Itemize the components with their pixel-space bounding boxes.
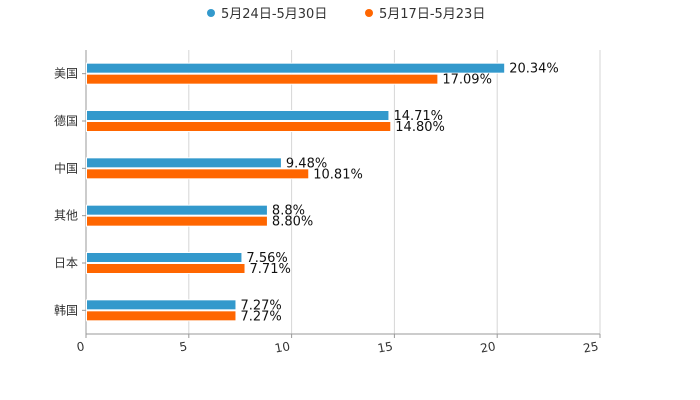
- bar-series-2: [86, 263, 246, 274]
- axes: 0 5 10 15 20 25: [76, 50, 601, 356]
- data-label-series-2: 10.81%: [313, 167, 363, 182]
- legend-marker-series-1: [207, 9, 215, 17]
- x-tick-label: 25: [582, 339, 599, 355]
- data-label-series-2: 14.80%: [395, 120, 445, 135]
- labels: 美国 20.34% 17.09% 德国 14.71%14.80% 中国 9.48%10.81…: [54, 62, 559, 325]
- bar-series-1: [86, 252, 243, 263]
- data-label-series-2: 17.09%: [442, 73, 492, 88]
- bar-series-2: [86, 168, 310, 180]
- category-label: 德国: [54, 113, 78, 128]
- bar-series-1: [86, 157, 282, 169]
- bar-series-2: [86, 73, 439, 85]
- grid-lines: [188, 50, 601, 334]
- x-tick-label: 0: [76, 339, 86, 354]
- data-label-series-1: 20.34%: [509, 62, 559, 77]
- data-label-series-1: 7.27%: [240, 298, 281, 313]
- bar-series-1: [86, 204, 268, 216]
- legend-label-series-2: 5月17日-5月23日: [379, 7, 485, 22]
- bar-series-1: [86, 299, 237, 311]
- bar-series-2: [86, 215, 268, 227]
- legend-label-series-1: 5月24日-5月30日: [221, 7, 327, 22]
- bar-series-2: [86, 121, 392, 132]
- data-label-series-2: 7.71%: [250, 262, 291, 277]
- category-label: 中国: [54, 160, 78, 175]
- category-label: 韩国: [54, 302, 78, 317]
- x-tick-label: 10: [274, 339, 291, 355]
- chart-legend: 5月24日-5月30日 5月17日-5月23日: [207, 7, 485, 22]
- x-tick-label: 5: [178, 339, 188, 354]
- data-label-series-1: 9.48%: [286, 156, 327, 171]
- data-label-series-1: 14.71%: [393, 109, 443, 124]
- x-tick-label: 15: [376, 339, 393, 355]
- data-label-series-1: 8.8%: [272, 204, 305, 219]
- category-label: 日本: [54, 256, 78, 270]
- legend-marker-series-2: [365, 9, 373, 17]
- bar-series-1: [86, 110, 390, 121]
- data-label-series-2: 7.27%: [240, 309, 281, 324]
- bars: [86, 62, 506, 322]
- bar-series-1: [86, 62, 506, 74]
- x-tick-label: 20: [479, 339, 496, 355]
- category-label: 其他: [54, 209, 78, 223]
- category-label: 美国: [54, 67, 78, 81]
- data-label-series-2: 8.80%: [272, 215, 313, 230]
- bar-series-2: [86, 310, 237, 322]
- data-label-series-1: 7.56%: [246, 251, 287, 266]
